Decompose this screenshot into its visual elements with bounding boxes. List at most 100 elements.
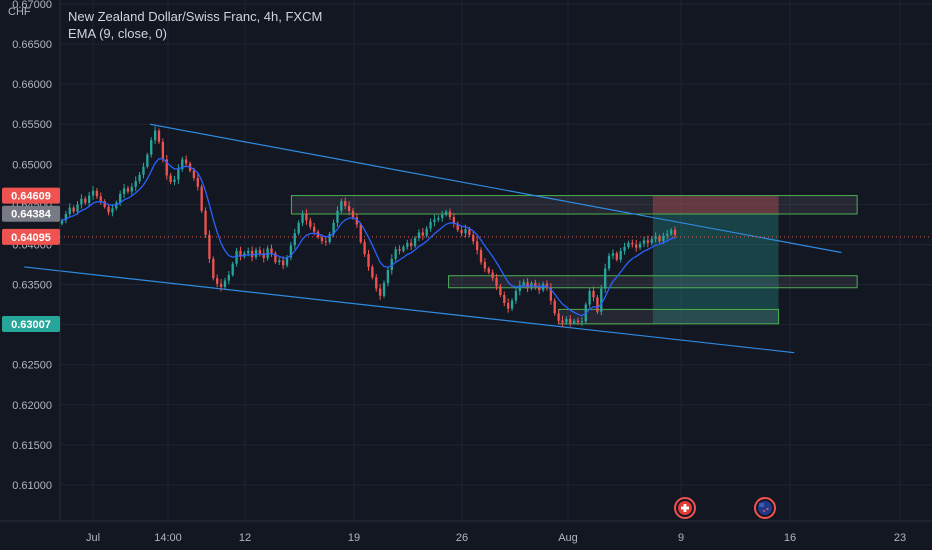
candle: [503, 291, 506, 307]
candle-body: [518, 285, 521, 291]
candle-body: [390, 258, 393, 271]
economic-events[interactable]: [674, 497, 776, 519]
candle-body: [611, 253, 615, 256]
candle-body: [103, 201, 106, 207]
candle-body: [173, 179, 176, 182]
candle-body: [510, 300, 514, 309]
candle: [359, 222, 362, 244]
candle-body: [627, 242, 630, 247]
candle: [615, 251, 618, 262]
price-tick-label: 0.65500: [12, 119, 52, 131]
candle: [324, 237, 327, 246]
price-badge: 0.64609: [2, 187, 60, 204]
candle: [576, 317, 580, 326]
candle: [452, 212, 456, 228]
trendline[interactable]: [149, 123, 842, 254]
candle: [111, 204, 114, 217]
candle-body: [297, 222, 300, 234]
price-badge-bg: [2, 316, 60, 333]
candle: [274, 251, 277, 264]
candle: [619, 247, 622, 263]
candle: [545, 280, 549, 291]
price-badge-label: 0.64609: [11, 191, 51, 203]
candle-body: [258, 250, 262, 254]
take-profit-area[interactable]: [652, 214, 779, 324]
price-axis[interactable]: 0.670000.665000.660000.655000.650000.645…: [12, 0, 61, 521]
currency-label: CHF: [8, 6, 31, 18]
trendline[interactable]: [24, 266, 795, 354]
candle: [650, 236, 653, 246]
candle: [250, 246, 254, 262]
indicator-label[interactable]: EMA (9, close, 0): [68, 26, 167, 41]
candle: [673, 226, 677, 238]
candle: [293, 228, 296, 250]
price-badge: 0.64384: [2, 205, 60, 222]
candle-body: [382, 282, 386, 296]
candle-body: [538, 286, 541, 291]
candle-body: [289, 245, 293, 258]
time-tick-label: 23: [894, 532, 906, 544]
candle: [181, 156, 184, 172]
candle: [410, 238, 413, 250]
candle: [91, 185, 95, 200]
candle-body: [324, 241, 327, 243]
price-tick-label: 0.66500: [12, 39, 52, 51]
candle-body: [623, 246, 626, 251]
candle-body: [507, 302, 510, 309]
candle: [604, 263, 607, 293]
zone-rectangle[interactable]: [290, 195, 858, 215]
chart-legend[interactable]: New Zealand Dollar/Swiss Franc, 4h, FXCM…: [68, 8, 322, 42]
price-badge: 0.64095: [2, 228, 60, 245]
stop-loss-area[interactable]: [652, 195, 779, 215]
candle: [413, 235, 417, 249]
candle: [557, 309, 560, 324]
candle: [231, 261, 234, 277]
time-axis[interactable]: Jul 14:00 12 19 26 Aug 9 16 23: [0, 520, 932, 544]
price-tick-label: 0.66000: [12, 79, 52, 91]
candle: [95, 187, 99, 199]
price-badge-bg: [2, 187, 60, 204]
candle-body: [569, 319, 572, 324]
price-badge-label: 0.64384: [11, 209, 52, 221]
candle: [402, 244, 405, 253]
candle: [64, 210, 68, 224]
position-tool[interactable]: [652, 195, 779, 324]
candle-body: [472, 234, 475, 242]
candle: [572, 318, 576, 325]
candle-body: [666, 234, 669, 236]
symbol-title[interactable]: New Zealand Dollar/Swiss Franc, 4h, FXCM: [68, 9, 323, 24]
price-badges: 0.64609 0.64384 0.64095 0.63007: [2, 187, 60, 333]
candle: [301, 210, 304, 227]
candle: [394, 246, 397, 262]
candle: [483, 258, 487, 273]
candle-body: [367, 254, 370, 267]
candle-body: [658, 236, 661, 242]
new-zealand-flag-icon[interactable]: [754, 497, 776, 519]
candle-body: [406, 242, 409, 247]
price-tick-label: 0.63500: [12, 280, 52, 292]
candle: [658, 234, 661, 244]
candle: [421, 227, 424, 240]
candle-body: [336, 210, 339, 223]
candle: [355, 213, 359, 229]
candle-body: [429, 222, 432, 229]
candle: [258, 246, 262, 257]
time-tick-label: 16: [784, 532, 796, 544]
candle-body: [351, 210, 355, 218]
price-badge-label: 0.64095: [11, 232, 51, 244]
zone-rectangle[interactable]: [558, 308, 780, 325]
candle-body: [460, 230, 463, 234]
candle-body: [126, 188, 130, 192]
swiss-flag-icon[interactable]: [674, 497, 696, 519]
candle-body: [153, 130, 157, 141]
candle: [134, 176, 137, 192]
candle: [638, 241, 642, 250]
candle-body: [72, 207, 75, 212]
candle: [107, 203, 110, 216]
candle: [669, 227, 673, 237]
candle-body: [386, 270, 390, 283]
zone-rectangle[interactable]: [448, 275, 858, 289]
candle: [336, 206, 339, 227]
trendlines[interactable]: [24, 123, 932, 354]
